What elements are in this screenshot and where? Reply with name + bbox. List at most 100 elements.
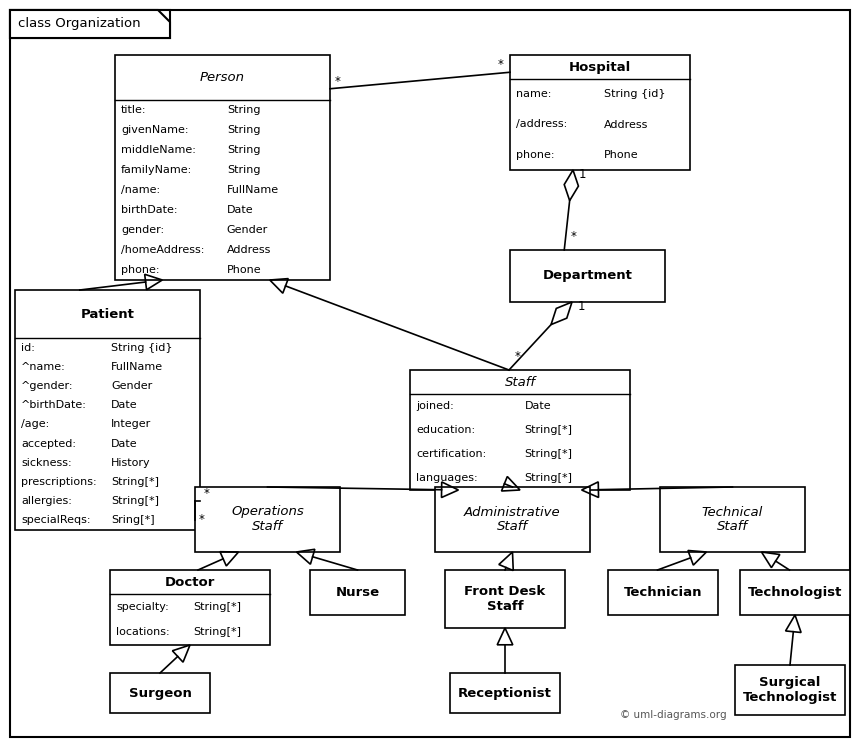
Text: String: String (227, 105, 261, 115)
Text: Hospital: Hospital (568, 61, 631, 73)
Text: Integer: Integer (111, 419, 151, 430)
Text: /name:: /name: (121, 185, 160, 195)
Text: String: String (227, 145, 261, 155)
Bar (450, 673, 560, 713)
Text: /address:: /address: (516, 120, 568, 129)
Text: String {id}: String {id} (604, 89, 665, 99)
Text: title:: title: (121, 105, 146, 115)
Text: accepted:: accepted: (21, 438, 76, 449)
Bar (740, 570, 850, 615)
Text: Department: Department (543, 270, 632, 282)
Text: Patient: Patient (81, 308, 134, 320)
Text: prescriptions:: prescriptions: (21, 477, 96, 487)
Text: certification:: certification: (416, 449, 486, 459)
Text: sickness:: sickness: (21, 458, 71, 468)
Text: ^gender:: ^gender: (21, 381, 73, 391)
Text: Front Desk
Staff: Front Desk Staff (464, 585, 545, 613)
Text: String: String (227, 125, 261, 135)
Text: allergies:: allergies: (21, 496, 72, 506)
Text: Date: Date (111, 438, 138, 449)
Text: *: * (515, 350, 521, 363)
Bar (110, 570, 270, 645)
Text: birthDate:: birthDate: (121, 205, 177, 215)
Text: *: * (570, 230, 576, 243)
Text: FullName: FullName (227, 185, 279, 195)
Text: *: * (204, 487, 210, 500)
Text: String: String (227, 165, 261, 175)
Text: Person: Person (200, 71, 245, 84)
Text: Gender: Gender (227, 225, 268, 235)
Bar (435, 487, 590, 552)
Bar (445, 570, 565, 628)
Bar (10, 10, 170, 38)
Text: locations:: locations: (116, 627, 169, 637)
Text: ^name:: ^name: (21, 362, 65, 372)
Text: Phone: Phone (227, 265, 261, 275)
Bar (110, 673, 210, 713)
Text: class Organization: class Organization (18, 17, 141, 31)
Text: Surgeon: Surgeon (128, 686, 192, 699)
Text: String[*]: String[*] (194, 602, 241, 612)
Text: Gender: Gender (111, 381, 152, 391)
Text: gender:: gender: (121, 225, 164, 235)
Text: Date: Date (111, 400, 138, 410)
Text: Operations
Staff: Operations Staff (231, 506, 304, 533)
Bar (735, 665, 845, 715)
Text: Doctor: Doctor (165, 575, 215, 589)
Bar (660, 487, 805, 552)
Text: Technical
Staff: Technical Staff (702, 506, 763, 533)
Text: String[*]: String[*] (111, 477, 159, 487)
Text: String[*]: String[*] (525, 449, 573, 459)
Text: Administrative
Staff: Administrative Staff (464, 506, 561, 533)
Text: String[*]: String[*] (525, 425, 573, 435)
Bar (195, 487, 340, 552)
Text: String {id}: String {id} (111, 343, 173, 353)
Bar (510, 250, 665, 302)
Text: 1: 1 (578, 300, 586, 313)
Text: Date: Date (227, 205, 254, 215)
Text: Surgical
Technologist: Surgical Technologist (743, 676, 837, 704)
Text: givenName:: givenName: (121, 125, 188, 135)
Text: *: * (498, 58, 504, 71)
Text: /age:: /age: (21, 419, 49, 430)
Bar (608, 570, 718, 615)
Text: History: History (111, 458, 150, 468)
Text: *: * (199, 513, 205, 527)
Bar (310, 570, 405, 615)
Text: specialty:: specialty: (116, 602, 169, 612)
Text: Phone: Phone (604, 150, 638, 160)
Text: ^birthDate:: ^birthDate: (21, 400, 87, 410)
Text: Date: Date (525, 401, 551, 411)
Text: FullName: FullName (111, 362, 163, 372)
Text: Staff: Staff (505, 376, 536, 388)
Bar (510, 55, 690, 170)
Text: languages:: languages: (416, 473, 477, 483)
Text: middleName:: middleName: (121, 145, 196, 155)
Text: familyName:: familyName: (121, 165, 193, 175)
Text: String[*]: String[*] (111, 496, 159, 506)
Text: joined:: joined: (416, 401, 454, 411)
Text: Technologist: Technologist (748, 586, 842, 599)
Text: 1: 1 (579, 168, 587, 181)
Bar (15, 290, 200, 530)
Text: Sring[*]: Sring[*] (111, 515, 155, 525)
Text: phone:: phone: (121, 265, 159, 275)
Text: id:: id: (21, 343, 35, 353)
Text: specialReqs:: specialReqs: (21, 515, 90, 525)
Text: String[*]: String[*] (525, 473, 573, 483)
Text: © uml-diagrams.org: © uml-diagrams.org (620, 710, 727, 720)
Text: phone:: phone: (516, 150, 555, 160)
Text: Nurse: Nurse (335, 586, 379, 599)
Bar (410, 370, 630, 490)
Text: /homeAddress:: /homeAddress: (121, 245, 205, 255)
Polygon shape (10, 10, 170, 38)
Text: Address: Address (604, 120, 648, 129)
Text: Technician: Technician (624, 586, 703, 599)
Text: String[*]: String[*] (194, 627, 241, 637)
Bar (115, 55, 330, 280)
Text: Address: Address (227, 245, 271, 255)
Text: education:: education: (416, 425, 475, 435)
Text: Receptionist: Receptionist (458, 686, 552, 699)
Text: *: * (335, 75, 341, 87)
Text: name:: name: (516, 89, 551, 99)
